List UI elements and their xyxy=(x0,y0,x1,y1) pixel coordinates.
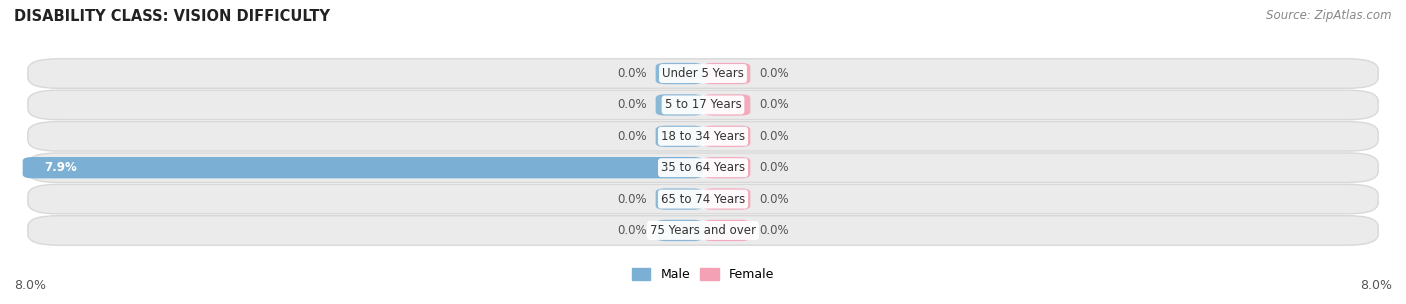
Legend: Male, Female: Male, Female xyxy=(627,263,779,286)
FancyBboxPatch shape xyxy=(28,153,1378,182)
Text: 18 to 34 Years: 18 to 34 Years xyxy=(661,130,745,143)
FancyBboxPatch shape xyxy=(28,122,1378,151)
Text: DISABILITY CLASS: VISION DIFFICULTY: DISABILITY CLASS: VISION DIFFICULTY xyxy=(14,9,330,24)
Text: 8.0%: 8.0% xyxy=(14,279,46,292)
Text: 0.0%: 0.0% xyxy=(759,130,789,143)
Text: 0.0%: 0.0% xyxy=(617,98,647,112)
Text: 75 Years and over: 75 Years and over xyxy=(650,224,756,237)
FancyBboxPatch shape xyxy=(28,90,1378,120)
Text: 0.0%: 0.0% xyxy=(759,98,789,112)
Text: 8.0%: 8.0% xyxy=(1360,279,1392,292)
Text: 35 to 64 Years: 35 to 64 Years xyxy=(661,161,745,174)
FancyBboxPatch shape xyxy=(28,216,1378,245)
Text: 0.0%: 0.0% xyxy=(759,224,789,237)
FancyBboxPatch shape xyxy=(703,188,751,210)
FancyBboxPatch shape xyxy=(655,94,703,116)
Text: 5 to 17 Years: 5 to 17 Years xyxy=(665,98,741,112)
FancyBboxPatch shape xyxy=(28,59,1378,88)
FancyBboxPatch shape xyxy=(703,126,751,147)
Text: 0.0%: 0.0% xyxy=(617,224,647,237)
Text: 65 to 74 Years: 65 to 74 Years xyxy=(661,192,745,206)
FancyBboxPatch shape xyxy=(28,184,1378,214)
FancyBboxPatch shape xyxy=(655,126,703,147)
Text: Under 5 Years: Under 5 Years xyxy=(662,67,744,80)
Text: 0.0%: 0.0% xyxy=(759,161,789,174)
FancyBboxPatch shape xyxy=(703,94,751,116)
FancyBboxPatch shape xyxy=(655,220,703,241)
Text: 0.0%: 0.0% xyxy=(617,192,647,206)
Text: 0.0%: 0.0% xyxy=(617,67,647,80)
FancyBboxPatch shape xyxy=(703,220,751,241)
FancyBboxPatch shape xyxy=(655,188,703,210)
FancyBboxPatch shape xyxy=(703,157,751,178)
Text: 0.0%: 0.0% xyxy=(759,192,789,206)
FancyBboxPatch shape xyxy=(703,63,751,84)
Text: 0.0%: 0.0% xyxy=(617,130,647,143)
Text: Source: ZipAtlas.com: Source: ZipAtlas.com xyxy=(1267,9,1392,22)
Text: 0.0%: 0.0% xyxy=(759,67,789,80)
FancyBboxPatch shape xyxy=(655,63,703,84)
Text: 7.9%: 7.9% xyxy=(44,161,77,174)
FancyBboxPatch shape xyxy=(22,157,703,178)
